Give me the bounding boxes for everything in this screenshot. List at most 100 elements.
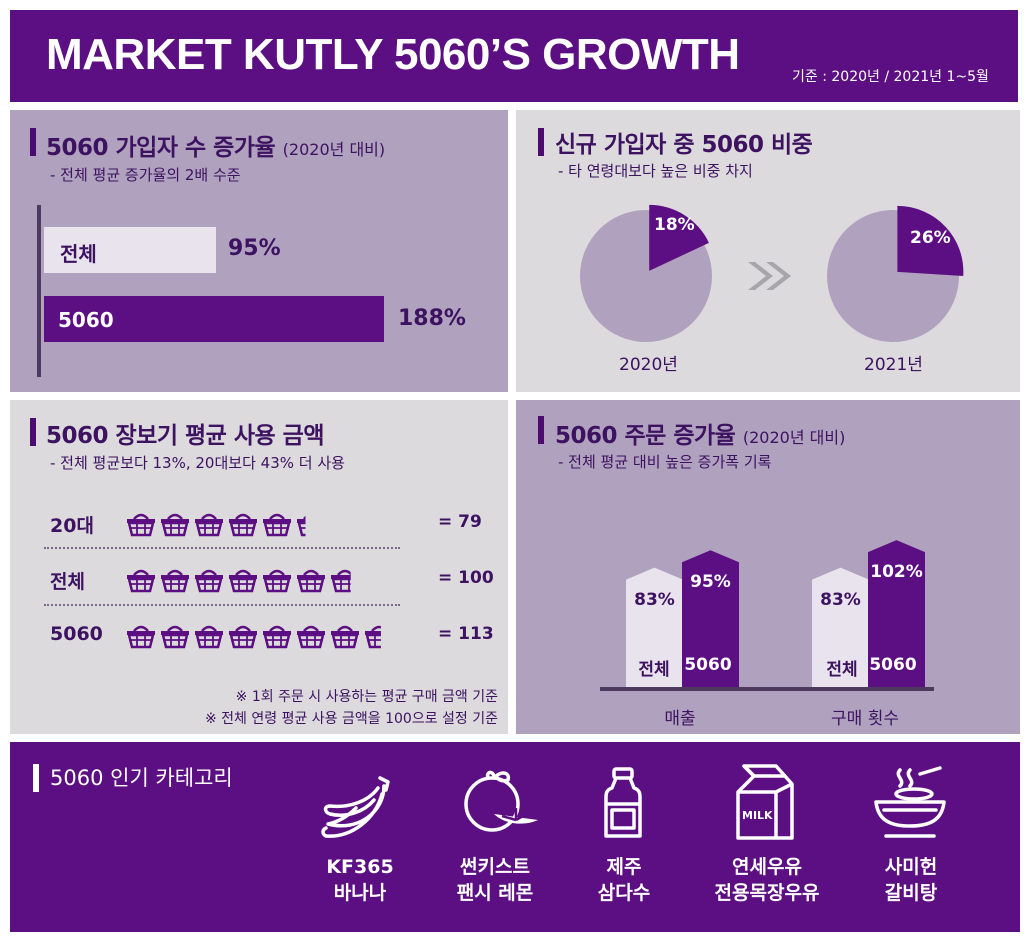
bar-sales-5060-label: 5060 bbox=[684, 655, 732, 675]
bar-5060 bbox=[44, 296, 384, 342]
pie-2021-share: 26% bbox=[910, 228, 951, 248]
new-share-subtitle: - 타 연령대보다 높은 비중 차지 bbox=[558, 162, 753, 180]
basket-icon bbox=[365, 625, 381, 649]
spend-row-label-all: 전체 bbox=[50, 571, 85, 593]
product-name-line2: 전용목장우유 bbox=[714, 882, 820, 904]
bar-purchases-all bbox=[812, 567, 869, 688]
pie-charts bbox=[580, 204, 964, 342]
section-marker bbox=[33, 764, 39, 792]
basket-icon bbox=[297, 625, 325, 649]
basket-icon bbox=[331, 569, 351, 593]
pie-2020-slice bbox=[649, 204, 709, 271]
basket-icon bbox=[263, 569, 291, 593]
banana-icon bbox=[321, 776, 390, 838]
product-name-line1: 제주 bbox=[606, 856, 642, 878]
product-name-line1: 썬키스트 bbox=[460, 856, 530, 878]
spend-row-value-5060: = 113 bbox=[438, 624, 494, 644]
product-name-line1: 연세우유 bbox=[732, 856, 802, 878]
milk-label: MILK bbox=[742, 809, 773, 822]
date-basis-note: 기준 : 2020년 / 2021년 1~5월 bbox=[792, 69, 989, 85]
pie-2021-year: 2021년 bbox=[864, 355, 923, 375]
section-marker bbox=[538, 416, 544, 444]
spend-note-1: ※ 1회 주문 시 사용하는 평균 구매 금액 기준 bbox=[235, 689, 498, 705]
basket-icon bbox=[229, 513, 257, 537]
section-marker bbox=[538, 128, 544, 156]
product-water: 제주 삼다수 bbox=[574, 854, 674, 906]
pie-2021-slice bbox=[897, 205, 964, 277]
milk-carton-icon: MILK bbox=[736, 764, 794, 840]
basket-icon bbox=[229, 569, 257, 593]
bar-sales-5060-value: 95% bbox=[690, 572, 731, 593]
order-growth-title-suffix: (2020년 대비) bbox=[742, 428, 846, 447]
basket-icon bbox=[195, 625, 223, 649]
basket-icon bbox=[161, 513, 189, 537]
order-growth-title: 5060 주문 증가율 (2020년 대비) bbox=[555, 416, 845, 450]
basket-icon bbox=[161, 625, 189, 649]
bar-purchases-all-value: 83% bbox=[820, 589, 861, 610]
pie-2020-share: 18% bbox=[654, 215, 695, 235]
product-lemon: 썬키스트 팬시 레몬 bbox=[440, 854, 550, 906]
water-bottle-icon bbox=[604, 767, 642, 838]
bar-sales-5060 bbox=[682, 550, 739, 688]
product-name-line2: 바나나 bbox=[333, 882, 387, 904]
category-purchases: 구매 횟수 bbox=[831, 709, 899, 729]
product-name-line1: KF365 bbox=[326, 856, 394, 878]
order-growth-title-text: 5060 주문 증가율 bbox=[555, 423, 736, 449]
product-name-line1: 사미헌 bbox=[884, 856, 938, 878]
basket-icon bbox=[195, 569, 223, 593]
section-marker bbox=[30, 128, 36, 156]
header-banner bbox=[10, 10, 1018, 102]
basket-icon bbox=[127, 513, 155, 537]
product-soup: 사미헌 갈비탕 bbox=[856, 854, 966, 906]
section-marker bbox=[30, 418, 36, 446]
spend-row-value-20s: = 79 bbox=[438, 512, 482, 532]
popular-category-panel bbox=[10, 742, 1020, 932]
order-growth-panel bbox=[516, 400, 1020, 734]
bar-sales-all-label: 전체 bbox=[638, 660, 670, 680]
basket-icon bbox=[127, 569, 155, 593]
signup-growth-title-suffix: (2020년 대비) bbox=[282, 140, 386, 159]
bar-5060-label: 5060 bbox=[58, 308, 114, 332]
product-name-line2: 팬시 레몬 bbox=[456, 882, 534, 904]
spend-row-label-5060: 5060 bbox=[50, 623, 103, 645]
basket-icon bbox=[127, 625, 155, 649]
basket-icon bbox=[331, 625, 359, 649]
basket-icon bbox=[297, 515, 306, 537]
order-growth-subtitle: - 전체 평균 대비 높은 증가폭 기록 bbox=[558, 453, 772, 471]
product-banana: KF365 바나나 bbox=[310, 854, 410, 906]
basket-icon bbox=[297, 569, 325, 593]
signup-growth-subtitle: - 전체 평균 증가율의 2배 수준 bbox=[50, 166, 241, 184]
bar-5060-value: 188% bbox=[398, 306, 466, 331]
basket-row bbox=[127, 513, 306, 537]
basket-icon bbox=[263, 513, 291, 537]
row-divider bbox=[44, 604, 400, 606]
category-sales: 매출 bbox=[664, 709, 696, 729]
bar-sales-all bbox=[626, 567, 683, 688]
spend-row-value-all: = 100 bbox=[438, 568, 494, 588]
product-name-line2: 삼다수 bbox=[597, 882, 651, 904]
bar-purchases-5060-label: 5060 bbox=[869, 655, 917, 675]
row-divider bbox=[44, 547, 400, 549]
basket-row bbox=[127, 569, 351, 593]
signup-growth-title: 5060 가입자 수 증가율 (2020년 대비) bbox=[46, 128, 385, 162]
pie-2020-year: 2020년 bbox=[619, 355, 678, 375]
new-share-title: 신규 가입자 중 5060 비중 bbox=[555, 132, 813, 158]
bar-axis bbox=[37, 205, 41, 377]
avg-spend-panel bbox=[10, 400, 508, 734]
bar-purchases-5060 bbox=[868, 540, 925, 688]
chart-baseline bbox=[600, 687, 934, 691]
avg-spend-subtitle: - 전체 평균보다 13%, 20대보다 43% 더 사용 bbox=[50, 454, 345, 472]
basket-icon bbox=[195, 513, 223, 537]
bar-purchases-5060-value: 102% bbox=[870, 562, 923, 583]
page-title: MARKET KUTLY 5060’S GROWTH bbox=[46, 30, 740, 79]
avg-spend-title: 5060 장보기 평균 사용 금액 bbox=[46, 423, 324, 449]
bar-all-label: 전체 bbox=[60, 242, 97, 266]
product-name-line2: 갈비탕 bbox=[884, 882, 938, 904]
popular-title: 5060 인기 카테고리 bbox=[50, 766, 233, 790]
basket-icon bbox=[229, 625, 257, 649]
bar-sales-all-value: 83% bbox=[634, 589, 675, 610]
spend-row-label-20s: 20대 bbox=[50, 515, 94, 537]
bar-purchases-all-label: 전체 bbox=[826, 660, 858, 680]
order-growth-chart bbox=[626, 540, 925, 688]
bar-all-value: 95% bbox=[228, 236, 281, 261]
